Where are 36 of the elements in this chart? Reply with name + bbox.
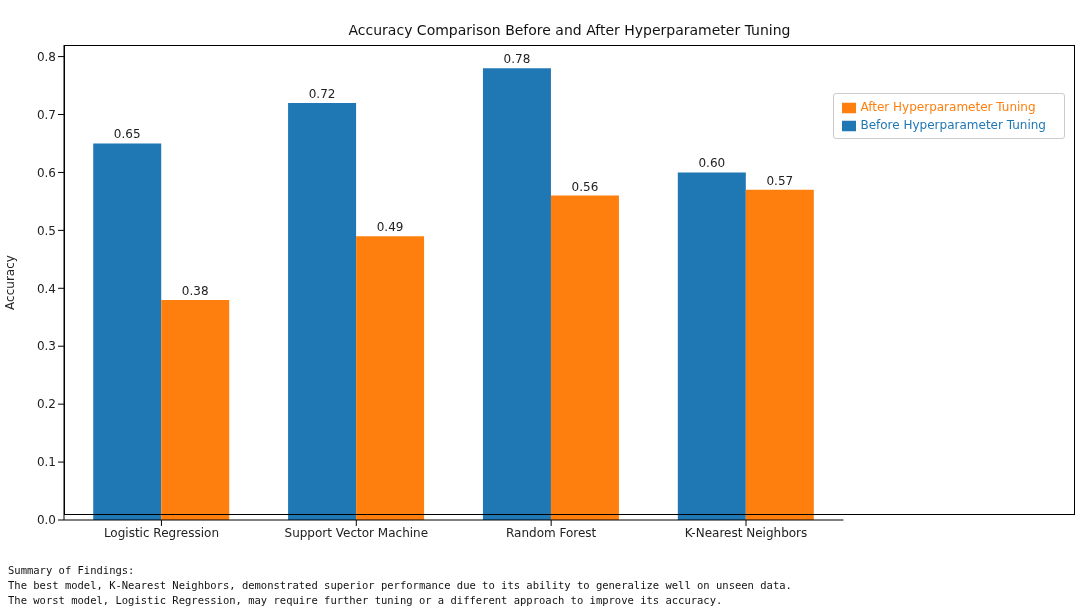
- text: Summary of Findings:: [8, 563, 136, 578]
- y-tick-label: 0.5: [36, 223, 56, 238]
- legend-label: After Hyperparameter Tuning: [860, 100, 1036, 114]
- data-label: 0.56: [571, 179, 599, 194]
- x-tick-label: Logistic Regression: [103, 525, 219, 540]
- data-label: 0.65: [113, 127, 141, 142]
- y-tick-label: 0.7: [36, 107, 56, 122]
- data-label: 0.78: [503, 52, 531, 67]
- bar: [745, 189, 814, 520]
- y-tick-label: 0.0: [36, 513, 56, 528]
- bar: [288, 102, 357, 520]
- data-label: 0.57: [766, 173, 794, 188]
- bar: [677, 172, 746, 520]
- y-tick-label: 0.8: [36, 49, 56, 64]
- y-tick-label: 0.6: [36, 165, 56, 180]
- y-tick-label: 0.1: [36, 455, 56, 470]
- chart-title: Accuracy Comparison Before and After Hyperparameter Tuning: [347, 22, 792, 38]
- bar: [356, 236, 425, 520]
- data-label: 0.60: [698, 156, 726, 171]
- bar: [482, 68, 551, 520]
- bar: [161, 299, 230, 520]
- y-axis-title: Accuracy: [3, 255, 18, 310]
- y-tick-label: 0.3: [36, 339, 56, 354]
- x-tick-label: K-Nearest Neighbors: [684, 525, 808, 540]
- text: The worst model, Logistic Regression, may require further tuning or a different approach to improve its accuracy.: [8, 593, 724, 608]
- data-label: 0.49: [376, 220, 404, 235]
- bar: [550, 195, 619, 520]
- data-label: 0.38: [181, 283, 209, 298]
- x-tick-label: Support Vector Machine: [284, 525, 429, 540]
- y-tick-label: 0.4: [36, 281, 56, 296]
- x-tick-label: Random Forest: [505, 525, 597, 540]
- text: The best model, K-Nearest Neighbors, demonstrated superior performance due to its ability to generalize well on unseen data.: [8, 578, 792, 593]
- bar: [93, 143, 162, 520]
- y-tick-label: 0.2: [36, 397, 56, 412]
- legend-label: Before Hyperparameter Tuning: [860, 118, 1046, 132]
- data-label: 0.72: [308, 86, 336, 101]
